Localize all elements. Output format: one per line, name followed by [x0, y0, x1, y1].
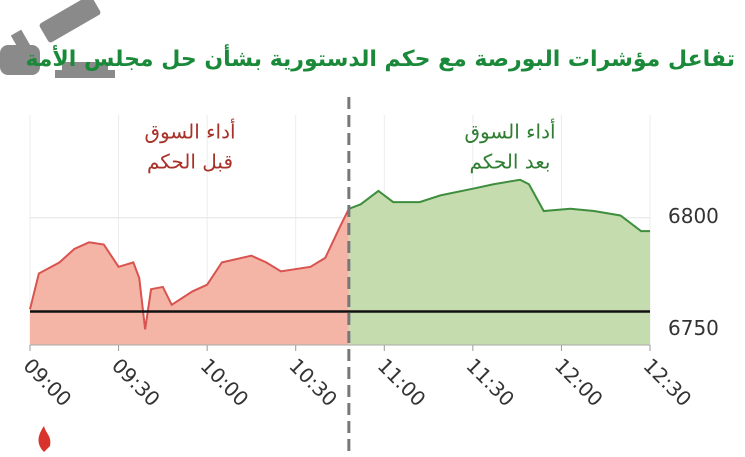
x-tick-label: 10:30 — [284, 353, 342, 411]
annotation: قبل الحكم — [147, 150, 233, 174]
area — [348, 179, 650, 345]
line — [348, 178, 650, 233]
x-tick-label: 11:00 — [373, 353, 431, 411]
annotation: أداء السوق — [144, 119, 235, 144]
logo — [38, 426, 51, 452]
x-tick-label: 09:00 — [19, 353, 77, 411]
x-tick-label: 09:30 — [107, 353, 165, 411]
x-tick-label: 11:30 — [461, 353, 519, 411]
y-tick-label: 6800 — [668, 204, 719, 228]
line — [29, 208, 350, 330]
area — [30, 208, 349, 345]
chart-title: تفاعل مؤشرات البورصة مع حكم الدستورية بش… — [25, 43, 735, 72]
x-tick-label: 12:00 — [550, 353, 608, 411]
x-tick-label: 12:30 — [639, 353, 697, 411]
gavel-icon — [0, 0, 115, 78]
y-tick-label: 6750 — [668, 316, 719, 340]
annotation: بعد الحكم — [470, 150, 551, 174]
annotation: أداء السوق — [464, 119, 555, 144]
x-tick-label: 10:00 — [196, 353, 254, 411]
